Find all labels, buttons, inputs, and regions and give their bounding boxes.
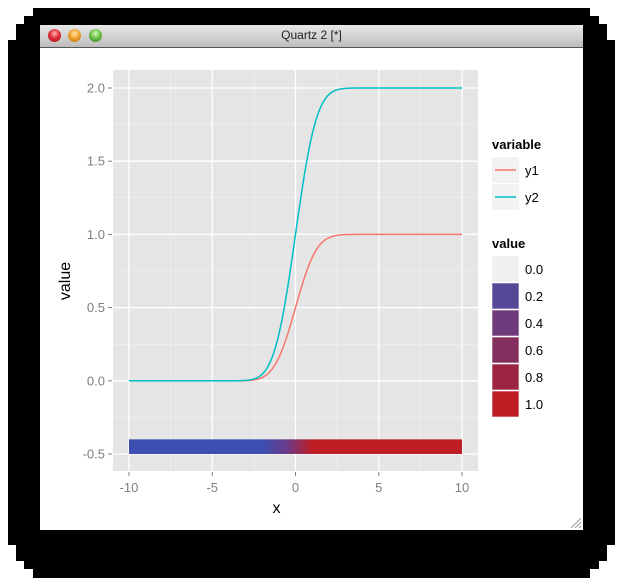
legend-label: y1	[525, 163, 539, 178]
x-tick-label: -10	[120, 480, 139, 495]
legend-label: 0.0	[525, 262, 543, 277]
resize-grip-icon[interactable]	[569, 516, 581, 528]
legend-swatch	[491, 363, 520, 391]
series-layer	[129, 87, 462, 454]
x-tick-label: 10	[455, 480, 469, 495]
close-button[interactable]	[48, 29, 61, 42]
legend-label: y2	[525, 190, 539, 205]
zoom-button[interactable]	[89, 29, 102, 42]
legend-title-variable: variable	[492, 137, 541, 152]
legend-swatch	[491, 309, 520, 337]
value-tile-bar	[129, 439, 462, 454]
legend-label: 1.0	[525, 397, 543, 412]
window-title: Quartz 2 [*]	[281, 28, 342, 42]
y-axis-label: value	[57, 262, 74, 300]
series-line-y2	[129, 87, 462, 382]
y-tick-label: 0.5	[87, 300, 105, 315]
legend-swatch	[491, 282, 520, 310]
legend-swatch	[491, 336, 520, 364]
plot-panel	[113, 70, 478, 471]
legend-label: 0.8	[525, 370, 543, 385]
y-tick-label: 1.0	[87, 227, 105, 242]
x-tick-label: 5	[375, 480, 382, 495]
x-tick-label: -5	[206, 480, 218, 495]
legend-label: 0.4	[525, 316, 543, 331]
x-tick-label: 0	[292, 480, 299, 495]
y-tick-label: 1.5	[87, 154, 105, 169]
legend-swatch	[491, 390, 520, 418]
legend-swatch	[491, 255, 520, 283]
plot-canvas: -0.5 0.0 0.5 1.0 1.5 2.0 -10 -5 0 5 10 x value varia…	[57, 70, 543, 518]
legend-title-value: value	[492, 236, 525, 251]
y-tick-label: -0.5	[83, 447, 105, 462]
legend-label: 0.2	[525, 289, 543, 304]
title-bar[interactable]: Quartz 2 [*]	[40, 25, 583, 48]
y-tick-label: 0.0	[87, 373, 105, 388]
minimize-button[interactable]	[68, 29, 81, 42]
x-axis-label: x	[273, 500, 281, 517]
axes: -0.5 0.0 0.5 1.0 1.5 2.0 -10 -5 0 5 10 x value	[57, 81, 469, 518]
legend-label: 0.6	[525, 343, 543, 358]
quartz-window: Quartz 2 [*] -0.5 0.0 0.5 1.0 1.5 2.0 -10 -5 0 5 1…	[40, 25, 583, 530]
y-tick-label: 2.0	[87, 81, 105, 96]
